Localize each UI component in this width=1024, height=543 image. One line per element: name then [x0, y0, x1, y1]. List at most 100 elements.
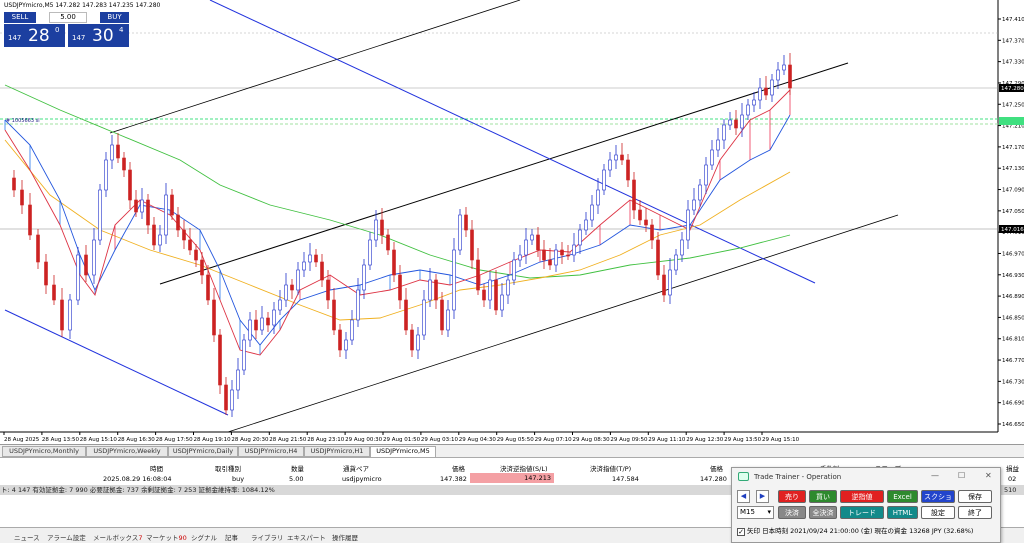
tab-journal-label: 操作履歴	[332, 534, 358, 542]
html-button[interactable]: HTML	[887, 506, 918, 519]
exit-button[interactable]: 終了	[958, 506, 992, 519]
tab-m5[interactable]: USDJPYmicro,M5	[370, 446, 436, 457]
save-button[interactable]: 保存	[958, 490, 992, 503]
settings-button[interactable]: 設定	[921, 506, 955, 519]
time-tick-label: 29 Aug 11:10	[648, 437, 686, 443]
candle-body	[392, 249, 396, 276]
time-tick-label: 29 Aug 07:10	[535, 437, 573, 443]
arrow-checkbox[interactable]: ✓	[737, 528, 745, 536]
candle-body	[614, 154, 618, 161]
timeframe-value: M15	[740, 508, 755, 516]
tab-signals-label: シグナル	[191, 534, 217, 542]
stop-order-button[interactable]: 逆指値	[840, 490, 884, 503]
chart-canvas[interactable]: 147.410 147.370 147.330 147.290 147.250 147.2…	[0, 0, 1024, 445]
minimize-icon[interactable]: —	[931, 471, 939, 480]
sl-price-box	[999, 117, 1024, 125]
candle-body	[278, 299, 282, 311]
price-tick-label: 146.690	[1002, 401, 1024, 407]
time-tick-label: 29 Aug 12:30	[686, 437, 724, 443]
sell-order-button[interactable]: 売り	[778, 490, 806, 503]
tab-journal[interactable]: 操作履歴	[332, 532, 358, 542]
candle-body	[524, 239, 528, 256]
sell-button[interactable]: SELL	[4, 12, 36, 23]
price-chart[interactable]: 147.410 147.370 147.330 147.290 147.250 147.2…	[0, 0, 1024, 445]
col-profit[interactable]: 損益	[1006, 465, 1019, 473]
next-bar-button[interactable]: ▶	[756, 490, 769, 503]
col-tp[interactable]: 決済指値(T/P)	[590, 465, 632, 473]
col-cur-price[interactable]: 価格	[710, 465, 723, 473]
close-icon[interactable]: ✕	[985, 471, 992, 480]
level-price-box	[999, 225, 1024, 233]
candle-body	[740, 114, 744, 129]
screenshot-button[interactable]: スクショ	[921, 490, 955, 503]
maximize-icon[interactable]: ☐	[958, 471, 966, 480]
col-sl[interactable]: 決済逆指値(S/L)	[500, 465, 548, 473]
candle-body	[710, 149, 714, 166]
trade-trainer-window: Trade Trainer - Operation — ☐ ✕ ◀ ▶ 売り 買…	[731, 467, 1001, 543]
close-position-button[interactable]: 決済	[778, 506, 806, 519]
tab-daily[interactable]: USDJPYmicro,Daily	[168, 446, 238, 457]
candle-body	[242, 339, 246, 371]
candle-body	[212, 299, 216, 336]
symbol-title: USDJPYmicro,M5 147.282 147.283 147.235 1…	[4, 2, 161, 9]
col-symbol[interactable]: 通貨ペア	[343, 465, 369, 473]
tab-experts[interactable]: エキスパート	[287, 532, 326, 542]
candle-body	[338, 329, 342, 351]
tab-market-label: マーケット	[146, 534, 179, 542]
tab-alerts[interactable]: アラーム設定	[47, 532, 86, 542]
price-tick-label: 146.890	[1002, 294, 1024, 300]
excel-button[interactable]: Excel	[887, 490, 918, 503]
col-time[interactable]: 時間	[150, 465, 163, 473]
candle-body	[458, 214, 462, 251]
close-all-button[interactable]: 全決済	[809, 506, 837, 519]
buy-order-button[interactable]: 買い	[809, 490, 837, 503]
time-tick-label: 29 Aug 01:50	[383, 437, 421, 443]
time-tick-label: 29 Aug 05:50	[497, 437, 535, 443]
tab-market[interactable]: マーケット90	[146, 532, 187, 542]
time-tick-label: 28 Aug 17:50	[156, 437, 194, 443]
trade-button[interactable]: トレード	[840, 506, 884, 519]
candle-body	[428, 279, 432, 301]
tab-library[interactable]: ライブラリ	[251, 532, 284, 542]
tab-articles-label: 記事	[225, 534, 238, 542]
col-price[interactable]: 価格	[452, 465, 465, 473]
tab-articles[interactable]: 記事	[225, 532, 238, 542]
mid-ma-line	[4, 139, 791, 321]
tab-monthly[interactable]: USDJPYmicro,Monthly	[2, 446, 86, 457]
candle-body	[284, 284, 288, 301]
candle-body	[44, 261, 48, 286]
ask-price-button[interactable]: 147 30 4	[68, 24, 129, 47]
candle-body	[638, 209, 642, 221]
candle-body	[548, 259, 552, 266]
bid-price-button[interactable]: 147 28 0	[4, 24, 65, 47]
timeframe-select[interactable]: M15 ▾	[737, 506, 774, 519]
candle-body	[122, 157, 126, 171]
candle-body	[590, 204, 594, 221]
col-volume[interactable]: 数量	[291, 465, 304, 473]
chevron-down-icon: ▾	[767, 508, 771, 516]
row-time: 2025.08.29 16:08:04	[103, 475, 172, 483]
row-sl: 147.213	[470, 473, 554, 483]
volume-input[interactable]: 5.00	[49, 12, 87, 23]
candle-body	[746, 104, 750, 116]
tab-signals[interactable]: シグナル	[191, 532, 217, 542]
tab-h1[interactable]: USDJPYmicro,H1	[304, 446, 370, 457]
tab-experts-label: エキスパート	[287, 534, 326, 542]
tab-library-label: ライブラリ	[251, 534, 284, 542]
candle-body	[182, 229, 186, 241]
candle-body	[254, 319, 258, 331]
price-tick-label: 147.090	[1002, 188, 1024, 194]
tab-alerts-label: アラーム設定	[47, 534, 86, 542]
time-tick-label: 29 Aug 09:50	[610, 437, 648, 443]
prev-bar-button[interactable]: ◀	[737, 490, 750, 503]
candle-body	[170, 194, 174, 216]
candle-body	[662, 274, 666, 296]
buy-button[interactable]: BUY	[100, 12, 129, 23]
tab-news[interactable]: ニュース	[14, 532, 40, 542]
tab-weekly[interactable]: USDJPYmicro,Weekly	[86, 446, 168, 457]
candle-body	[362, 264, 366, 291]
tab-mailbox[interactable]: メールボックス7	[93, 532, 142, 542]
tab-h4[interactable]: USDJPYmicro,H4	[238, 446, 304, 457]
ask-price-small: 147	[72, 34, 86, 42]
col-type[interactable]: 取引種別	[215, 465, 241, 473]
